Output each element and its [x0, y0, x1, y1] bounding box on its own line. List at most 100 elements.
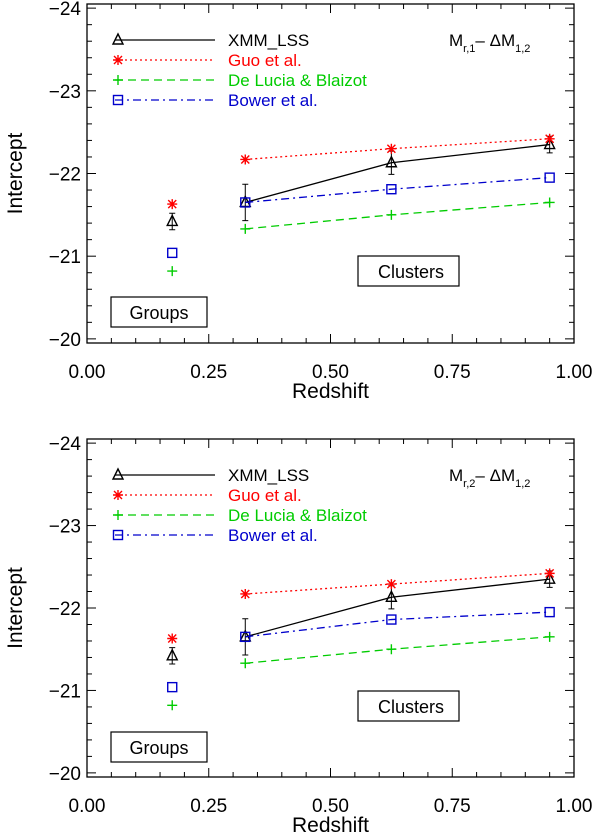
data-point — [167, 633, 178, 644]
data-point — [240, 588, 251, 599]
data-point — [240, 658, 251, 669]
groups-label: Groups — [129, 738, 188, 758]
data-point — [544, 197, 555, 208]
panel-label: Mr,1– ΔM1,2 — [449, 31, 530, 55]
data-point — [543, 136, 556, 150]
data-point — [240, 197, 251, 208]
x-axis-title: Redshift — [292, 814, 369, 834]
panel-label-sub1: r,2 — [463, 478, 475, 490]
legend-label: Guo et al. — [228, 486, 302, 505]
plot-frame — [86, 3, 575, 344]
chart-panel-2: 0.00 0.25 0.50 0.75 1.00 −24 −23 −22 −21 −20 Redsh… — [4, 434, 592, 834]
legend-label: XMM_LSS — [228, 31, 309, 50]
y-tick-label: −20 — [49, 330, 81, 351]
legend-label: Guo et al. — [228, 51, 302, 70]
x-tick-label: 1.00 — [556, 362, 593, 383]
series-line — [245, 143, 550, 204]
data-point — [240, 223, 251, 234]
legend-label: De Lucia & Blaizot — [228, 71, 367, 90]
y-tick-label: −24 — [49, 0, 82, 20]
data-point — [386, 143, 397, 154]
data-point — [167, 199, 178, 210]
series-bower-et-al-: Bower et al. — [112, 526, 555, 693]
series-line — [245, 201, 550, 230]
data-point — [544, 631, 555, 642]
data-point — [385, 155, 398, 168]
y-axis-title: Intercept — [4, 132, 27, 214]
series-line — [245, 572, 550, 595]
series-xmm-lss: XMM_LSS — [111, 31, 556, 231]
y-tick-label: −20 — [49, 764, 81, 785]
x-tick-label: 0.25 — [190, 362, 227, 383]
plot-frame — [86, 438, 575, 778]
panel-label-main: M — [449, 466, 463, 485]
data-point — [167, 247, 178, 259]
data-point — [386, 644, 397, 655]
data-point — [240, 154, 251, 165]
panel-label-main: M — [449, 31, 463, 50]
series-de-lucia-blaizot: De Lucia & Blaizot — [113, 71, 555, 277]
data-point — [386, 579, 397, 590]
y-tick-label: −22 — [49, 599, 81, 620]
legend-marker — [112, 529, 124, 541]
legend-marker — [111, 467, 125, 480]
data-point — [386, 209, 397, 220]
x-tick-label: 0.75 — [434, 362, 471, 383]
series-line — [245, 138, 550, 161]
data-point — [544, 172, 555, 183]
legend-label: Bower et al. — [228, 91, 318, 110]
y-tick-label: −23 — [49, 82, 81, 103]
series-line — [245, 636, 550, 664]
data-point — [166, 213, 179, 227]
data-point — [167, 266, 178, 277]
data-point — [386, 614, 397, 625]
y-tick-label: −21 — [49, 681, 81, 702]
groups-box — [110, 296, 208, 328]
panel-label-sub1: r,1 — [463, 43, 475, 55]
legend-marker — [113, 55, 123, 65]
data-point — [544, 606, 555, 618]
legend-marker — [111, 32, 125, 45]
groups-label: Groups — [129, 303, 188, 323]
data-point — [386, 184, 397, 195]
clusters-box — [357, 255, 460, 287]
legend-label: XMM_LSS — [228, 466, 309, 485]
clusters-box — [357, 690, 460, 722]
chart-panel-1: 0.00 0.25 0.50 0.75 1.00 −24 −23 −22 −21 −20 Redsh… — [4, 0, 592, 403]
y-tick-label: −23 — [49, 517, 81, 538]
series-line — [245, 176, 550, 204]
y-tick-label: −24 — [49, 434, 82, 455]
series-line — [245, 611, 550, 638]
panel-label-mid: – ΔM — [475, 466, 515, 485]
data-point — [544, 568, 555, 579]
data-point — [544, 133, 555, 144]
data-point — [166, 648, 179, 661]
series-de-lucia-blaizot: De Lucia & Blaizot — [113, 506, 555, 711]
groups-box — [110, 731, 208, 763]
data-point — [543, 571, 556, 584]
legend-marker — [113, 75, 123, 85]
y-tick-label: −21 — [49, 247, 81, 268]
panel-label: Mr,2– ΔM1,2 — [449, 466, 530, 490]
series-xmm-lss: XMM_LSS — [111, 466, 556, 665]
panel-label-mid: – ΔM — [475, 31, 515, 50]
x-tick-label: 0.75 — [434, 796, 471, 817]
data-point — [385, 589, 398, 602]
x-tick-label: 0.50 — [312, 796, 349, 817]
legend-label: De Lucia & Blaizot — [228, 506, 367, 525]
series-guo-et-al-: Guo et al. — [113, 51, 555, 210]
data-point — [167, 700, 178, 711]
series-guo-et-al-: Guo et al. — [113, 486, 555, 644]
data-point — [167, 681, 178, 693]
x-tick-label: 0.25 — [190, 796, 227, 817]
x-tick-label: 0.00 — [69, 796, 106, 817]
panel-label-sub2: 1,2 — [515, 478, 530, 490]
x-tick-label: 1.00 — [556, 796, 593, 817]
x-axis-title: Redshift — [292, 380, 369, 403]
legend-marker — [112, 94, 124, 106]
legend-marker — [113, 510, 123, 520]
legend-marker — [113, 490, 123, 500]
x-tick-label: 0.00 — [69, 362, 106, 383]
panel-label-sub2: 1,2 — [515, 43, 530, 55]
